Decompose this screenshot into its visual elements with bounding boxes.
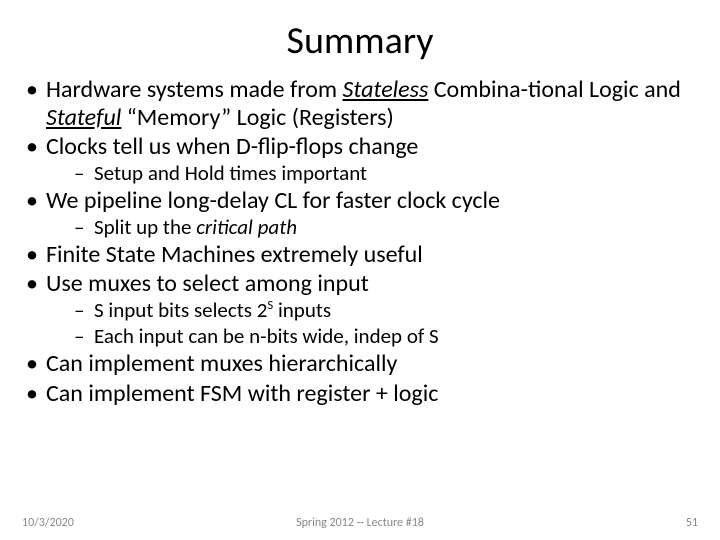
text-fragment: Combina-tional Logic and xyxy=(428,75,681,104)
emphasis-stateful: Stateful xyxy=(46,103,121,132)
text-fragment: Hardware systems made from xyxy=(46,75,343,104)
bullet-text: Finite State Machines extremely useful xyxy=(46,240,423,269)
bullet-item: Finite State Machines extremely useful xyxy=(18,241,702,269)
bullet-item: We pipeline long-delay CL for faster clo… xyxy=(18,187,702,239)
sub-bullet-item: Split up the critical path xyxy=(46,215,702,239)
bullet-item: Use muxes to select among input S input … xyxy=(18,270,702,348)
bullet-text: Use muxes to select among input xyxy=(46,269,369,298)
bullet-list: Hardware systems made from Stateless Com… xyxy=(18,76,702,407)
slide-title: Summary xyxy=(18,18,702,64)
footer-page-number: 51 xyxy=(686,516,698,530)
text-fragment: S input bits selects 2 xyxy=(94,297,267,323)
sub-bullet-item: Each input can be n-bits wide, indep of … xyxy=(46,324,702,348)
bullet-text: We pipeline long-delay CL for faster clo… xyxy=(46,186,500,215)
sub-bullet-text: Setup and Hold times important xyxy=(94,160,367,186)
text-fragment: inputs xyxy=(273,297,331,323)
bullet-item: Clocks tell us when D-flip-flops change … xyxy=(18,133,702,185)
bullet-text: Can implement muxes hierarchically xyxy=(46,349,397,378)
bullet-text: Can implement FSM with register + logic xyxy=(46,379,438,408)
bullet-item: Can implement muxes hierarchically xyxy=(18,350,702,378)
text-fragment: Split up the xyxy=(94,214,196,240)
sub-bullet-item: S input bits selects 2S inputs xyxy=(46,298,702,322)
text-fragment: “Memory” Logic (Registers) xyxy=(121,103,394,132)
sub-bullet-list: S input bits selects 2S inputs Each inpu… xyxy=(46,298,702,348)
bullet-item: Can implement FSM with register + logic xyxy=(18,380,702,408)
sub-bullet-list: Setup and Hold times important xyxy=(46,161,702,185)
sub-bullet-list: Split up the critical path xyxy=(46,215,702,239)
emphasis-critical-path: critical path xyxy=(196,214,297,240)
bullet-item: Hardware systems made from Stateless Com… xyxy=(18,76,702,131)
sub-bullet-item: Setup and Hold times important xyxy=(46,161,702,185)
slide-footer: 10/3/2020 Spring 2012 -- Lecture #18 51 xyxy=(0,510,720,530)
sub-bullet-text: Each input can be n-bits wide, indep of … xyxy=(94,323,439,349)
slide: Summary Hardware systems made from State… xyxy=(0,0,720,540)
emphasis-stateless: Stateless xyxy=(343,75,429,104)
bullet-text: Clocks tell us when D-flip-flops change xyxy=(46,132,418,161)
footer-center: Spring 2012 -- Lecture #18 xyxy=(0,516,720,530)
